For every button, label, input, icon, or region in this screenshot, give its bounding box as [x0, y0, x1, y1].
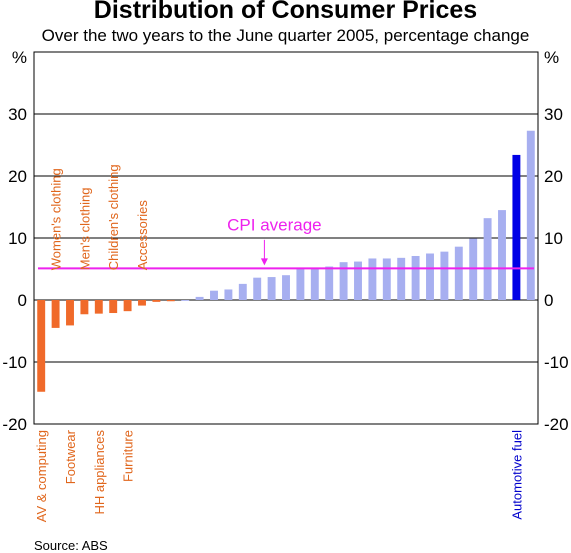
bar	[51, 300, 60, 328]
y-tick-label-right: -10	[544, 353, 569, 372]
y-tick-label-left: 10	[8, 229, 27, 248]
bar	[210, 290, 218, 300]
bar	[498, 210, 506, 300]
bar	[339, 262, 348, 300]
bar	[37, 300, 46, 392]
chart-title: Distribution of Consumer Prices	[93, 0, 478, 24]
bar	[224, 289, 233, 300]
bar	[66, 300, 74, 326]
category-label: HH appliances	[92, 430, 107, 515]
bar	[512, 154, 521, 300]
y-tick-label-right: -20	[544, 415, 569, 434]
bar	[109, 300, 118, 314]
y-tick-label-left: 20	[8, 167, 27, 186]
cpi-arrow-head	[260, 258, 268, 266]
y-tick-label-right: 0	[544, 291, 553, 310]
bar	[267, 277, 276, 300]
bar	[166, 300, 175, 302]
bar	[152, 300, 161, 302]
bar	[426, 253, 434, 300]
bar	[526, 130, 535, 300]
bar	[123, 300, 132, 312]
y-tick-label-right: 10	[544, 229, 563, 248]
y-tick-label-left: -20	[2, 415, 27, 434]
y-tick-label-left: 0	[18, 291, 27, 310]
bar	[325, 266, 334, 300]
y-unit-right: %	[544, 48, 559, 67]
category-label: Footwear	[63, 429, 78, 484]
y-tick-label-right: 20	[544, 167, 563, 186]
bar	[483, 218, 492, 300]
category-label: Men's clothing	[77, 188, 92, 271]
bar	[253, 277, 262, 300]
bar	[411, 255, 420, 300]
category-label: Automotive fuel	[509, 430, 524, 520]
bar	[282, 275, 290, 300]
bar	[94, 300, 103, 314]
plot-frame	[33, 51, 539, 425]
bar	[296, 269, 305, 300]
bar	[138, 300, 146, 306]
category-label: Accessories	[135, 200, 150, 271]
category-label: Women's clothing	[49, 168, 64, 270]
bar	[195, 296, 204, 300]
bar	[310, 268, 319, 300]
bar	[181, 300, 190, 301]
bar	[368, 258, 377, 300]
bar	[382, 258, 391, 300]
bar	[80, 300, 89, 315]
y-tick-label-right: 30	[544, 105, 563, 124]
y-unit-left: %	[12, 48, 27, 67]
bar	[440, 251, 449, 300]
category-label: AV & computing	[34, 430, 49, 522]
bar	[354, 261, 362, 300]
bar	[238, 283, 247, 300]
source-note: Source: ABS	[34, 538, 108, 553]
bar	[397, 257, 406, 300]
category-label: Furniture	[121, 430, 136, 482]
y-tick-label-left: -10	[2, 353, 27, 372]
bar	[454, 246, 463, 300]
chart-subtitle: Over the two years to the June quarter 2…	[41, 26, 530, 45]
category-label: Children's clothing	[106, 164, 121, 270]
y-tick-label-left: 30	[8, 105, 27, 124]
cpi-average-label: CPI average	[227, 216, 322, 235]
